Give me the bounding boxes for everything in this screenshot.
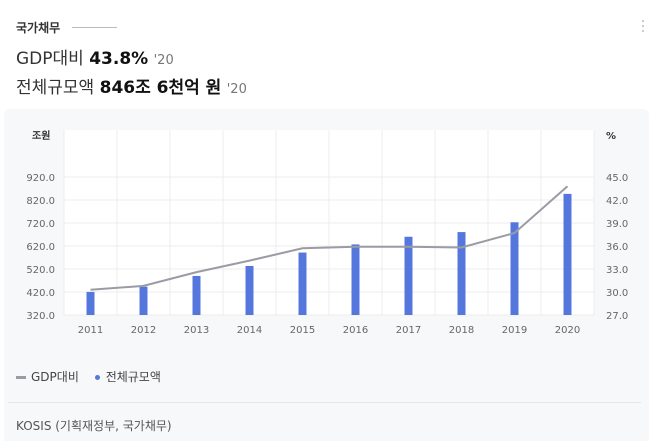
bar-2020 xyxy=(563,193,572,315)
right-tick-label: 27.0 xyxy=(606,311,628,322)
x-tick-label: 2019 xyxy=(502,325,527,336)
x-tick-label: 2015 xyxy=(290,325,315,336)
right-tick-label: 36.0 xyxy=(606,242,628,253)
bar-2017 xyxy=(404,236,413,315)
x-tick-label: 2011 xyxy=(78,325,103,336)
bar-2012 xyxy=(139,286,148,315)
total-debt-value: 846조 6천억 원 xyxy=(99,78,222,98)
x-tick-label: 2016 xyxy=(343,325,368,336)
line-series xyxy=(90,185,569,291)
right-tick-label: 45.0 xyxy=(606,173,628,184)
x-tick-label: 2017 xyxy=(396,325,421,336)
gdp-ratio-value: 43.8% xyxy=(89,49,149,69)
bar-2014 xyxy=(245,265,254,315)
right-tick-label: 42.0 xyxy=(606,196,628,207)
x-tick-label: 2014 xyxy=(237,325,262,336)
bar-series xyxy=(86,193,572,315)
bar-2016 xyxy=(351,244,360,315)
title-rule xyxy=(72,27,117,28)
right-tick-label: 30.0 xyxy=(606,288,628,299)
total-debt-year: '20 xyxy=(226,82,247,97)
divider xyxy=(8,402,641,403)
left-tick-label: 520.0 xyxy=(26,265,55,276)
legend: GDP대비 전체규모액 xyxy=(16,368,173,385)
gdp-ratio-metric: GDP대비 43.8% '20 xyxy=(16,44,174,69)
bar-2013 xyxy=(192,275,201,315)
x-tick-label: 2012 xyxy=(131,325,156,336)
x-tick-label: 2018 xyxy=(449,325,474,336)
axes: 320.0 420.0 520.0 620.0 720.0 820.0 920.0 27.0 3… xyxy=(26,129,628,336)
section-title: 국가채무 xyxy=(16,21,61,35)
gdp-ratio-label: GDP대비 xyxy=(16,49,84,69)
x-tick-label: 2020 xyxy=(555,325,580,336)
total-debt-label: 전체규모액 xyxy=(16,78,95,98)
source-text: KOSIS (기획재정부, 국가채무) xyxy=(16,419,172,433)
left-axis-unit: 조원 xyxy=(32,129,50,142)
bar-2018 xyxy=(457,232,466,315)
x-tick-label: 2013 xyxy=(184,325,209,336)
more-vertical-icon[interactable] xyxy=(637,20,649,38)
left-tick-label: 820.0 xyxy=(26,196,55,207)
gdp-ratio-year: '20 xyxy=(153,53,174,68)
left-tick-label: 720.0 xyxy=(26,219,55,230)
left-tick-label: 320.0 xyxy=(26,311,55,322)
legend-line-swatch xyxy=(16,376,26,379)
legend-line-label: GDP대비 xyxy=(31,370,79,384)
total-debt-metric: 전체규모액 846조 6천억 원 '20 xyxy=(16,73,247,98)
right-tick-label: 33.0 xyxy=(606,265,628,276)
left-tick-label: 420.0 xyxy=(26,288,55,299)
legend-line-item[interactable]: GDP대비 xyxy=(16,368,79,385)
legend-bar-label: 전체규모액 xyxy=(105,370,161,384)
legend-bar-item[interactable]: 전체규모액 xyxy=(94,368,161,385)
right-axis-unit: % xyxy=(606,131,616,142)
gdp-ratio-line xyxy=(90,185,569,291)
bar-2015 xyxy=(298,252,307,315)
left-tick-label: 920.0 xyxy=(26,173,55,184)
bar-2011 xyxy=(86,291,95,315)
right-tick-label: 39.0 xyxy=(606,219,628,230)
left-tick-label: 620.0 xyxy=(26,242,55,253)
bar-2019 xyxy=(510,222,519,315)
grid-lines xyxy=(63,130,595,316)
legend-bar-swatch xyxy=(94,375,100,380)
